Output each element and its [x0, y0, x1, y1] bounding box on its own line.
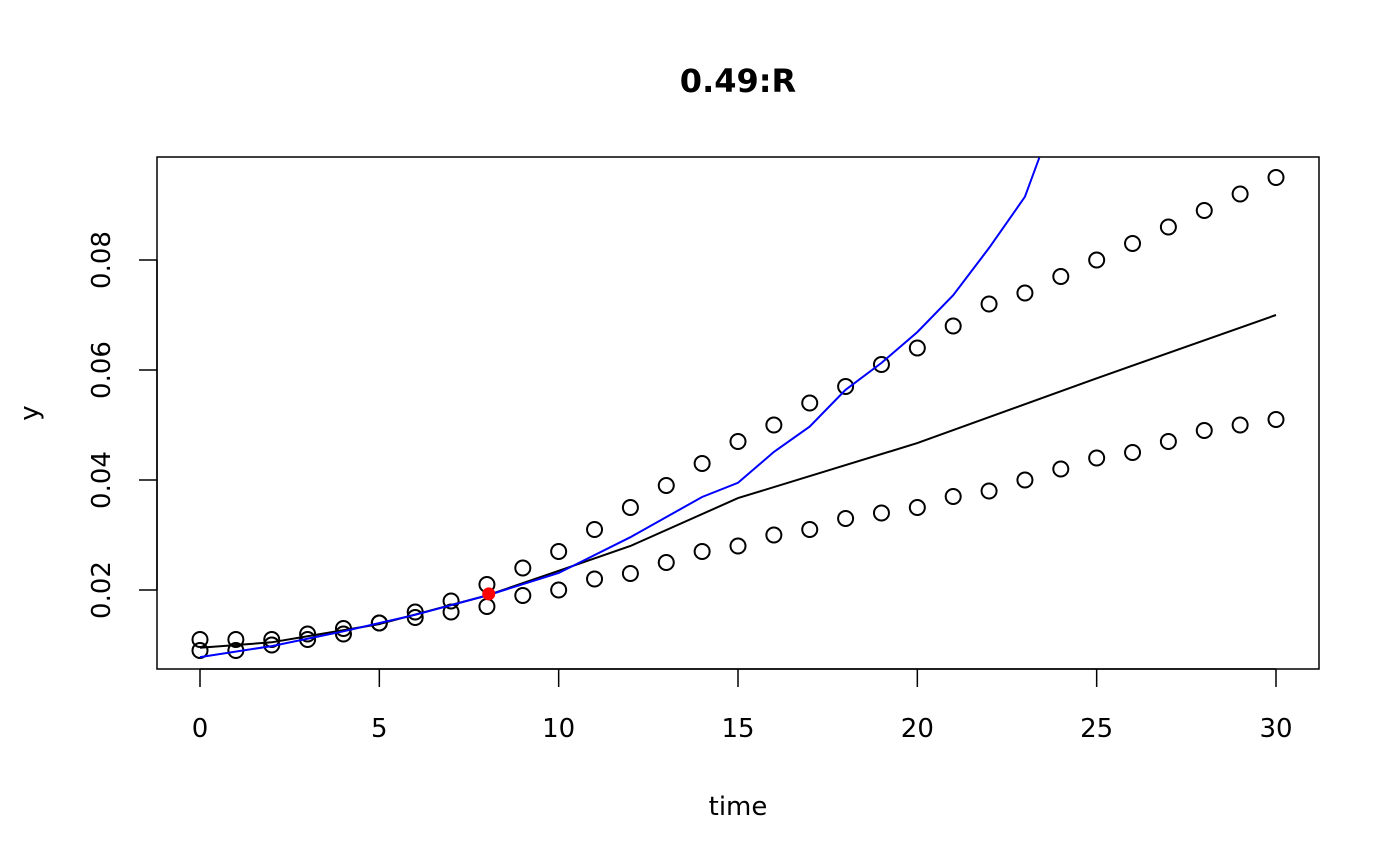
plot-marks — [191, 157, 1285, 659]
upper-point — [1124, 235, 1142, 252]
upper-point — [514, 559, 532, 577]
x-tick-label: 5 — [371, 714, 388, 744]
lower-point — [801, 521, 819, 538]
y-axis: 0.02 0.04 0.06 0.08 — [87, 231, 158, 619]
lower-point — [1267, 411, 1285, 428]
lower-point — [550, 581, 568, 599]
lower-point — [1195, 422, 1213, 439]
upper-point — [1231, 185, 1249, 203]
lower-point — [334, 625, 352, 643]
x-tick-label: 0 — [192, 714, 209, 744]
upper-point — [227, 631, 245, 648]
upper-point — [550, 543, 568, 560]
lower-point — [621, 565, 639, 582]
highlight-point — [482, 587, 496, 601]
lower-point — [478, 598, 496, 615]
lower-point — [1231, 416, 1249, 434]
upper-point — [693, 455, 711, 472]
plot-frame — [156, 156, 1320, 670]
lower-point — [765, 526, 783, 544]
x-axis: 0 5 10 15 20 25 30 — [192, 668, 1293, 744]
upper-point — [442, 592, 460, 610]
lower-point — [908, 499, 926, 516]
lower-point — [693, 543, 711, 560]
y-tick-label: 0.08 — [87, 231, 117, 289]
y-tick-label: 0.06 — [87, 341, 117, 399]
upper-point — [1016, 284, 1034, 302]
upper-point — [801, 394, 819, 412]
upper-point — [1159, 218, 1177, 236]
upper-point — [908, 339, 926, 357]
lower-point — [980, 482, 998, 500]
curve-line — [199, 157, 1041, 659]
lower-point — [1016, 471, 1034, 489]
lower-point — [837, 510, 855, 527]
x-axis-label: time — [709, 792, 768, 822]
lower-point — [514, 587, 532, 604]
lower-point — [586, 570, 604, 588]
upper-point — [1267, 169, 1285, 186]
lower-point — [1124, 444, 1142, 461]
upper-point — [1052, 268, 1070, 285]
upper-point — [837, 378, 855, 395]
lower-point — [657, 554, 675, 571]
upper-point — [980, 295, 998, 313]
chart-title: 0.49:R — [680, 62, 796, 100]
lower-point — [729, 537, 747, 555]
y-tick-label: 0.04 — [87, 451, 117, 509]
upper-point — [657, 477, 675, 494]
upper-point — [1088, 251, 1106, 269]
lower-point — [1088, 449, 1106, 467]
x-tick-label: 10 — [542, 714, 575, 744]
x-tick-label: 25 — [1080, 714, 1113, 744]
lower-point — [1159, 433, 1177, 450]
upper-point — [944, 317, 962, 335]
x-tick-label: 20 — [901, 714, 934, 744]
x-tick-label: 15 — [721, 714, 754, 744]
lower-point — [191, 642, 209, 659]
y-axis-label: y — [15, 405, 45, 420]
x-tick-label: 30 — [1259, 714, 1292, 744]
upper-point — [1195, 202, 1213, 219]
y-tick-label: 0.02 — [87, 561, 117, 619]
upper-point — [621, 499, 639, 516]
upper-point — [765, 416, 783, 434]
upper-point — [586, 521, 604, 538]
lower-point — [1052, 460, 1070, 478]
upper-point — [872, 356, 890, 373]
lower-point — [944, 488, 962, 505]
fit-line — [199, 314, 1277, 649]
upper-point — [729, 433, 747, 450]
lower-point — [872, 504, 890, 522]
